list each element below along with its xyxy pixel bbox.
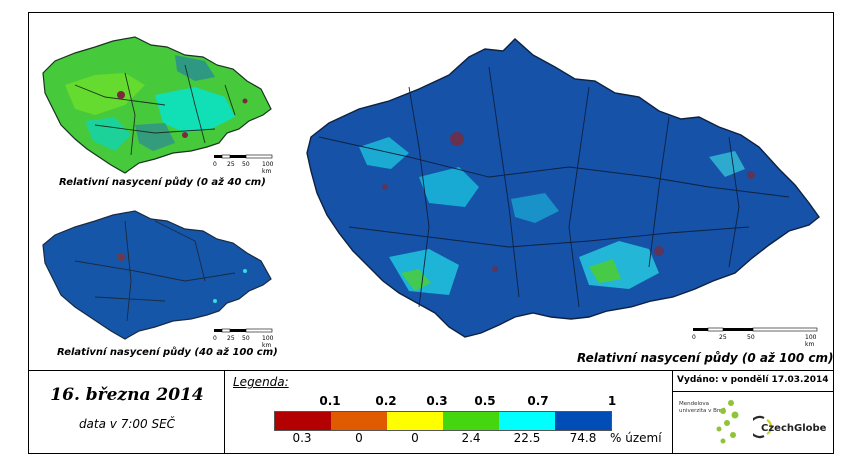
- scale-tick-50: 50: [242, 335, 250, 342]
- legend-threshold: 0.2: [375, 394, 397, 408]
- legend-swatch-4: [443, 412, 499, 430]
- issued-date: Vydáno: v pondělí 17.03.2014: [677, 375, 829, 385]
- legend-color-bar: [274, 411, 612, 431]
- legend-threshold: 0.1: [319, 394, 341, 408]
- czechglobe-logo: CzechGlobe: [753, 415, 827, 439]
- legend-percent: 2.4: [461, 431, 481, 445]
- legend-percent: 0.3: [292, 431, 312, 445]
- scale-tick-0: 0: [213, 335, 217, 342]
- legend-percent: 22.5: [513, 431, 541, 445]
- map-subsoil: [42, 210, 272, 340]
- map-area: 0 25 50 100 km Relativní nasycení půdy (…: [29, 13, 834, 371]
- scale-tick-100: 100 km: [262, 161, 274, 175]
- mendel-logo-text: Mendelova univerzita v Brně: [679, 401, 726, 414]
- scale-tick-25: 25: [227, 335, 235, 342]
- caption-subsoil: Relativní nasycení půdy (40 až 100 cm): [57, 347, 278, 358]
- scale-tick-50: 50: [747, 334, 755, 341]
- scale-tick-25: 25: [719, 334, 727, 341]
- legend-swatch-1: [275, 412, 331, 430]
- scale-tick-50: 50: [242, 161, 250, 168]
- legend-panel: Legenda: 0.1 0.2 0.3 0.5 0.7 1 0.3 0 0 2…: [225, 371, 673, 453]
- caption-full-profile: Relativní nasycení půdy (0 až 100 cm): [577, 351, 834, 365]
- czechglobe-logo-text: CzechGlobe: [761, 423, 827, 434]
- scale-tick-100: 100 km: [805, 334, 817, 348]
- scale-tick-0: 0: [213, 161, 217, 168]
- legend-percent: 0: [411, 431, 419, 445]
- legend-threshold: 0.7: [527, 394, 549, 408]
- scale-tick-100: 100 km: [262, 335, 274, 349]
- legend-threshold: 0.3: [426, 394, 448, 408]
- date-title: 16. března 2014: [50, 385, 204, 405]
- map-topsoil: [42, 36, 272, 174]
- legend-swatch-6: [555, 412, 611, 430]
- scalebar-bottom: 0 25 50 100 km: [213, 328, 274, 349]
- legend-percent: 74.8: [569, 431, 597, 445]
- legend-swatch-5: [499, 412, 555, 430]
- legend-swatch-3: [387, 412, 443, 430]
- caption-topsoil: Relativní nasycení půdy (0 až 40 cm): [59, 177, 266, 188]
- legend-threshold: 0.5: [474, 394, 496, 408]
- issuer-panel: Vydáno: v pondělí 17.03.2014 Mendelova u…: [673, 371, 833, 453]
- figure-frame: 0 25 50 100 km Relativní nasycení půdy (…: [28, 12, 834, 454]
- legend-unit: % území: [610, 431, 662, 445]
- scale-tick-25: 25: [227, 161, 235, 168]
- divider: [673, 391, 833, 392]
- map-full-profile: [306, 38, 820, 338]
- legend-threshold: 1: [607, 394, 617, 408]
- scale-tick-0: 0: [692, 334, 696, 341]
- scalebar-large: 0 25 50 100 km: [692, 327, 819, 348]
- footer: 16. března 2014 data v 7:00 SEČ Legenda:…: [29, 371, 833, 453]
- data-time: data v 7:00 SEČ: [78, 417, 176, 431]
- mendel-logo-icon: [716, 400, 739, 444]
- date-panel: 16. března 2014 data v 7:00 SEČ: [29, 371, 225, 453]
- legend-title: Legenda:: [233, 375, 289, 389]
- legend-swatch-2: [331, 412, 387, 430]
- legend-percent: 0: [355, 431, 363, 445]
- scalebar-top: 0 25 50 100 km: [213, 154, 274, 175]
